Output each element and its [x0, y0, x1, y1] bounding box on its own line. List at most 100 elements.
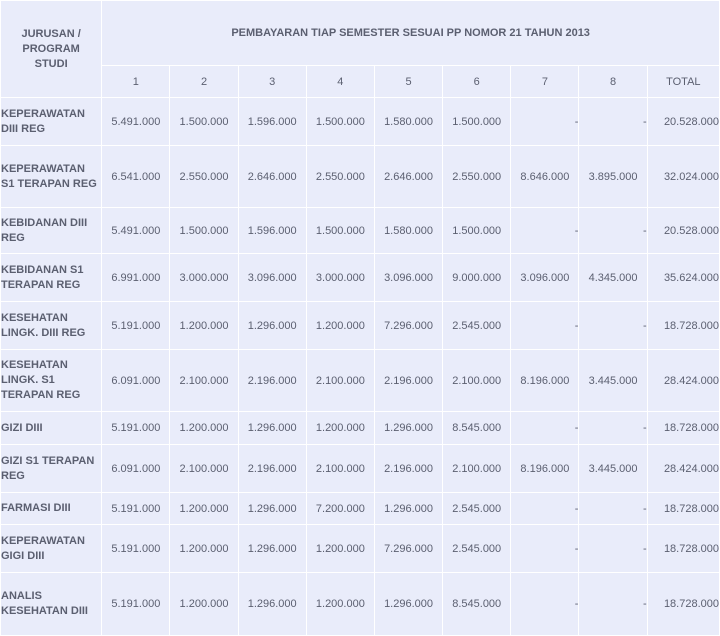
total-fee: 28.424.000: [647, 350, 719, 411]
header-program: JURUSAN / PROGRAM STUDI: [1, 1, 102, 97]
semester-fee-5: 7.296.000: [374, 302, 443, 349]
total-fee: 18.728.000: [647, 573, 719, 635]
semester-fee-8: -: [579, 525, 647, 572]
semester-header-6: 6: [443, 66, 511, 97]
table-row: FARMASI DIII 5.191.000 1.200.000 1.296.000 7…: [1, 493, 719, 524]
table-row: KEPERAWATAN GIGI DIII 5.191.000 1.200.000 1…: [1, 525, 719, 572]
program-name: KEPERAWATAN GIGI DIII: [1, 525, 102, 572]
semester-fee-7: -: [511, 493, 579, 524]
total-fee: 18.728.000: [647, 302, 719, 349]
semester-fee-5: 2.646.000: [374, 146, 443, 207]
total-fee: 18.728.000: [647, 493, 719, 524]
semester-fee-7: -: [511, 208, 579, 253]
total-header: TOTAL: [647, 66, 719, 97]
semester-fee-3: 1.596.000: [238, 208, 306, 253]
semester-fee-6: 1.500.000: [443, 98, 511, 145]
program-name: GIZI S1 TERAPAN REG: [1, 445, 102, 492]
semester-fee-8: -: [579, 573, 647, 635]
semester-fee-6: 2.100.000: [443, 445, 511, 492]
semester-fee-2: 2.100.000: [170, 445, 238, 492]
semester-fee-5: 3.096.000: [374, 254, 443, 301]
semester-header-5: 5: [374, 66, 443, 97]
table-row: GIZI DIII 5.191.000 1.200.000 1.296.000 1.20…: [1, 412, 719, 444]
semester-fee-6: 1.500.000: [443, 208, 511, 253]
table-row: ANALIS KESEHATAN DIII 5.191.000 1.200.000 1…: [1, 573, 719, 635]
semester-fee-7: 8.196.000: [511, 445, 579, 492]
semester-fee-5: 7.296.000: [374, 525, 443, 572]
semester-fee-4: 2.100.000: [306, 445, 374, 492]
semester-fee-6: 8.545.000: [443, 573, 511, 635]
total-fee: 35.624.000: [647, 254, 719, 301]
semester-fee-6: 2.545.000: [443, 525, 511, 572]
semester-fee-7: -: [511, 525, 579, 572]
table-row: KEBIDANAN S1 TERAPAN REG 6.991.000 3.000.0…: [1, 254, 719, 301]
total-fee: 20.528.000: [647, 208, 719, 253]
semester-fee-7: -: [511, 98, 579, 145]
semester-fee-2: 1.200.000: [170, 573, 238, 635]
total-fee: 32.024.000: [647, 146, 719, 207]
semester-fee-5: 1.296.000: [374, 493, 443, 524]
program-name: KEBIDANAN DIII REG: [1, 208, 102, 253]
semester-fee-2: 1.200.000: [170, 302, 238, 349]
semester-fee-7: -: [511, 412, 579, 444]
semester-header-8: 8: [579, 66, 647, 97]
semester-fee-5: 1.580.000: [374, 208, 443, 253]
table-row: KEPERAWATAN S1 TERAPAN REG 6.541.000 2.550…: [1, 146, 719, 207]
semester-fee-2: 2.100.000: [170, 350, 238, 411]
program-name: KEPERAWATAN S1 TERAPAN REG: [1, 146, 102, 207]
semester-fee-8: -: [579, 493, 647, 524]
semester-header-2: 2: [170, 66, 238, 97]
semester-fee-1: 5.191.000: [102, 573, 170, 635]
semester-fee-8: -: [579, 208, 647, 253]
semester-fee-1: 5.191.000: [102, 412, 170, 444]
semester-fee-8: -: [579, 412, 647, 444]
program-name: KEBIDANAN S1 TERAPAN REG: [1, 254, 102, 301]
semester-fee-4: 2.100.000: [306, 350, 374, 411]
semester-fee-7: 8.196.000: [511, 350, 579, 411]
semester-fee-3: 1.296.000: [238, 525, 306, 572]
semester-fee-6: 8.545.000: [443, 412, 511, 444]
semester-fee-3: 2.196.000: [238, 445, 306, 492]
semester-fee-6: 9.000.000: [443, 254, 511, 301]
semester-fee-1: 5.491.000: [102, 98, 170, 145]
semester-fee-3: 2.196.000: [238, 350, 306, 411]
program-name: GIZI DIII: [1, 412, 102, 444]
semester-fee-6: 2.100.000: [443, 350, 511, 411]
semester-fee-1: 6.091.000: [102, 445, 170, 492]
table-row: KESEHATAN LINGK. DIII REG 5.191.000 1.200.…: [1, 302, 719, 349]
semester-fee-8: -: [579, 302, 647, 349]
program-name: FARMASI DIII: [1, 493, 102, 524]
semester-fee-8: 4.345.000: [579, 254, 647, 301]
semester-fee-5: 1.580.000: [374, 98, 443, 145]
semester-fee-1: 6.541.000: [102, 146, 170, 207]
semester-fee-4: 1.200.000: [306, 412, 374, 444]
semester-fee-4: 1.200.000: [306, 573, 374, 635]
fee-table-body: KEPERAWATAN DIII REG 5.491.000 1.500.000 1.…: [1, 98, 719, 635]
semester-fee-1: 5.191.000: [102, 525, 170, 572]
semester-fee-2: 3.000.000: [170, 254, 238, 301]
total-fee: 18.728.000: [647, 412, 719, 444]
semester-fee-3: 1.296.000: [238, 412, 306, 444]
table-row: KEBIDANAN DIII REG 5.491.000 1.500.000 1.59…: [1, 208, 719, 253]
semester-fee-1: 5.491.000: [102, 208, 170, 253]
semester-fee-8: -: [579, 98, 647, 145]
total-fee: 20.528.000: [647, 98, 719, 145]
semester-fee-4: 2.550.000: [306, 146, 374, 207]
semester-fee-1: 6.991.000: [102, 254, 170, 301]
semester-fee-1: 5.191.000: [102, 302, 170, 349]
semester-fee-7: 8.646.000: [511, 146, 579, 207]
semester-fee-3: 1.296.000: [238, 573, 306, 635]
semester-fee-2: 1.500.000: [170, 98, 238, 145]
semester-header-3: 3: [238, 66, 306, 97]
semester-fee-8: 3.445.000: [579, 445, 647, 492]
semester-fee-2: 1.500.000: [170, 208, 238, 253]
semester-fee-4: 1.500.000: [306, 98, 374, 145]
semester-fee-3: 3.096.000: [238, 254, 306, 301]
semester-fee-3: 1.296.000: [238, 302, 306, 349]
semester-fee-6: 2.545.000: [443, 302, 511, 349]
semester-fee-1: 5.191.000: [102, 493, 170, 524]
semester-header-1: 1: [102, 66, 170, 97]
semester-fee-5: 1.296.000: [374, 573, 443, 635]
semester-fee-3: 2.646.000: [238, 146, 306, 207]
